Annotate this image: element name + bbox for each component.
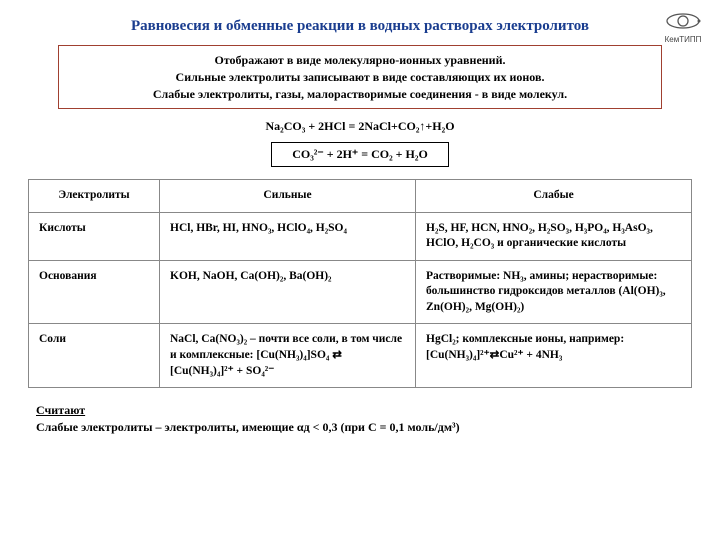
col-header: Слабые — [416, 180, 692, 213]
table-header-row: Электролиты Сильные Слабые — [29, 180, 692, 213]
cell-weak: H₂S, HF, HCN, HNO₂, H₂SO₃, H₃PO₄, H₃AsO₃… — [416, 212, 692, 260]
electrolytes-table: Электролиты Сильные Слабые Кислоты HCl, … — [28, 179, 692, 388]
desc-line: Отображают в виде молекулярно-ионных ура… — [79, 52, 641, 69]
footer-text: Слабые электролиты – электролиты, имеющи… — [36, 420, 460, 434]
logo: КемТИПП — [664, 8, 702, 44]
table-row: Кислоты HCl, HBr, HI, HNO₃, HClO₄, H₂SO₄… — [29, 212, 692, 260]
table-row: Основания KOH, NaOH, Ca(OH)₂, Ba(OH)₂ Ра… — [29, 260, 692, 324]
col-header: Электролиты — [29, 180, 160, 213]
table-row: Соли NaCl, Ca(NO₃)₂ – почти все соли, в … — [29, 324, 692, 388]
description-box: Отображают в виде молекулярно-ионных ура… — [58, 45, 662, 109]
row-label: Кислоты — [29, 212, 160, 260]
desc-line: Сильные электролиты записывают в виде со… — [79, 69, 641, 86]
footer-underline: Считают — [36, 403, 85, 417]
row-label: Основания — [29, 260, 160, 324]
cell-strong: HCl, HBr, HI, HNO₃, HClO₄, H₂SO₄ — [160, 212, 416, 260]
cell-strong: KOH, NaOH, Ca(OH)₂, Ba(OH)₂ — [160, 260, 416, 324]
cell-weak: HgCl₂; комплексные ионы, например: [Cu(N… — [416, 324, 692, 388]
cell-strong: NaCl, Ca(NO₃)₂ – почти все соли, в том ч… — [160, 324, 416, 388]
col-header: Сильные — [160, 180, 416, 213]
desc-line: Слабые электролиты, газы, малорастворимы… — [79, 86, 641, 103]
equation-molecular: Na₂CO₃ + 2HCl = 2NaCl+CO₂↑+H₂O — [28, 119, 692, 134]
row-label: Соли — [29, 324, 160, 388]
equation-ionic-box: CO₃²⁻ + 2H⁺ = CO₂ + H₂O — [28, 142, 692, 167]
logo-text: КемТИПП — [664, 35, 702, 44]
page-title: Равновесия и обменные реакции в водных р… — [28, 18, 692, 35]
equation-ionic: CO₃²⁻ + 2H⁺ = CO₂ + H₂O — [271, 142, 449, 167]
cell-weak: Растворимые: NH₃, амины; нерастворимые: … — [416, 260, 692, 324]
footer-note: Считают Слабые электролиты – электролиты… — [36, 402, 684, 436]
